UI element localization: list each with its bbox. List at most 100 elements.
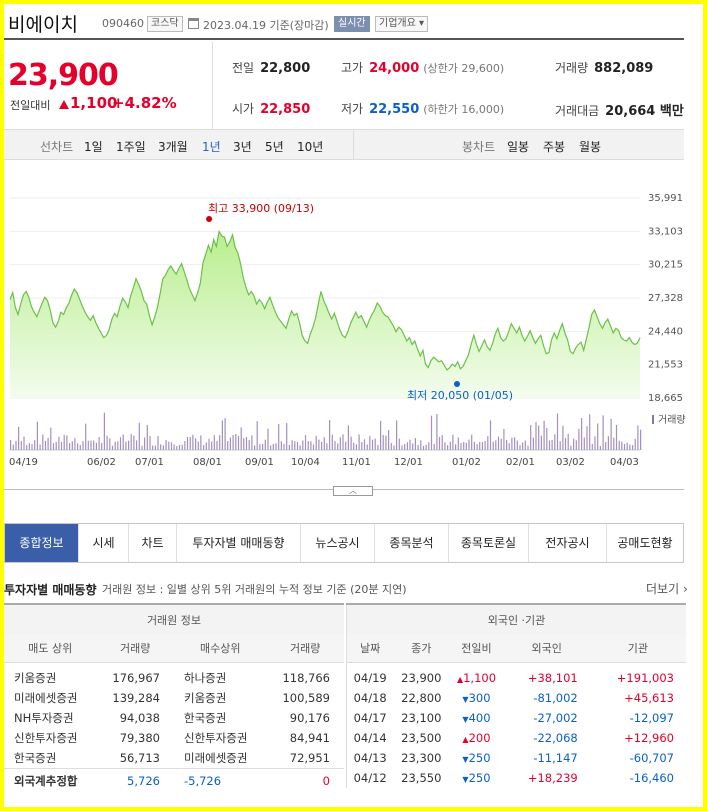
volume-bar xyxy=(449,441,451,450)
range-3y[interactable]: 3년 xyxy=(233,140,252,154)
y-tick-label: 18,665 xyxy=(648,393,683,404)
volume-bar xyxy=(138,422,140,450)
tab-0[interactable]: 종합정보 xyxy=(5,524,79,562)
volume-bar xyxy=(31,444,33,450)
volume-bar xyxy=(388,430,390,450)
range-1d[interactable]: 1일 xyxy=(84,140,103,154)
volume-bar xyxy=(125,441,127,450)
broker-volume: 72,951 xyxy=(289,750,330,765)
broker-table-title: 거래원 정보 xyxy=(4,603,344,634)
volume-bar xyxy=(186,436,189,450)
broker-name[interactable]: 신한투자증권 xyxy=(14,731,78,745)
candle-daily[interactable]: 일봉 xyxy=(507,140,530,154)
volume-bar xyxy=(245,437,248,450)
broker-name[interactable]: 하나증권 xyxy=(183,671,227,685)
volume-bar xyxy=(90,440,92,450)
volume-bar xyxy=(95,442,97,450)
volume-bar xyxy=(548,440,551,450)
volume-bar xyxy=(441,435,443,450)
volume-bar xyxy=(623,444,626,450)
range-1w[interactable]: 1주일 xyxy=(116,140,146,154)
y-tick-label: 30,215 xyxy=(648,260,683,271)
volume-bar xyxy=(178,445,181,450)
tab-3[interactable]: 투자자별 매매동향 xyxy=(177,524,301,562)
volume-bar xyxy=(219,435,221,450)
tab-6[interactable]: 종목토론실 xyxy=(449,524,529,562)
x-tick-label: 10/04 xyxy=(291,457,320,468)
foreign-sum-row: 외국계추정합 5,726 -5,726 0 xyxy=(4,767,344,794)
broker-header: 거래량 xyxy=(96,634,174,663)
broker-volume: 79,380 xyxy=(119,731,160,745)
x-tick-label: 11/01 xyxy=(342,457,371,468)
range-3m[interactable]: 3개월 xyxy=(158,140,188,154)
broker-name[interactable]: 한국증권 xyxy=(14,750,57,765)
volume-bar xyxy=(396,420,398,450)
x-tick-label: 08/01 xyxy=(193,457,222,468)
collapse-chart-button[interactable]: ︿ xyxy=(333,486,373,496)
volume-bar xyxy=(103,412,105,450)
volume-bar xyxy=(12,444,14,450)
broker-row: 미래에셋증권 139,284 키움증권 100,589 xyxy=(4,688,344,708)
volume-bar xyxy=(128,440,130,450)
more-link[interactable]: 더보기 › xyxy=(646,582,688,596)
broker-name[interactable]: 키움증권 xyxy=(183,691,227,705)
volume-bar xyxy=(98,437,100,450)
chevron-right-icon: › xyxy=(682,582,688,596)
volume-bar xyxy=(205,442,207,450)
volume-bar xyxy=(264,439,266,450)
volume-bar xyxy=(160,444,162,450)
tab-8[interactable]: 공매도현황 xyxy=(617,536,673,550)
company-info-button[interactable]: 기업개요 ▾ xyxy=(375,16,429,32)
section-description: 거래원 정보 : 일별 상위 5위 거래원의 누적 정보 기준 (20분 지연) xyxy=(102,583,407,596)
change-percent: +4.82% xyxy=(112,94,177,112)
tab-2[interactable]: 차트 xyxy=(129,524,177,562)
volume-bar xyxy=(452,434,454,450)
up-arrow-icon xyxy=(59,100,69,109)
volume-bar xyxy=(540,435,542,450)
realtime-button[interactable]: 실시간 xyxy=(334,16,370,32)
volume-bar xyxy=(23,436,25,450)
volume-bar xyxy=(262,444,264,450)
price-chart[interactable]: 35,991 33,103 30,215 27,328 24,440 21,553 18,6… xyxy=(0,180,699,470)
volume-bar xyxy=(337,443,339,450)
volume-bar xyxy=(122,434,124,450)
broker-name[interactable]: 한국증권 xyxy=(183,711,227,725)
tab-1[interactable]: 시세 xyxy=(79,524,129,562)
broker-name[interactable]: NH투자증권 xyxy=(14,711,74,725)
foreign-close: 23,100 xyxy=(401,711,442,725)
volume-bar xyxy=(154,445,156,450)
price-line xyxy=(9,229,641,371)
volume-bar xyxy=(18,426,20,450)
volume-bar xyxy=(468,439,470,450)
volume-bar xyxy=(304,435,307,450)
volume-bar xyxy=(489,420,492,450)
range-10y[interactable]: 10년 xyxy=(297,140,324,154)
volume-bar xyxy=(583,437,585,450)
volume-bar xyxy=(157,436,159,450)
volume-bar xyxy=(546,428,548,450)
volume-bar xyxy=(390,443,392,450)
foreign-row: 04/18 22,800 ▼300 -81,002 +45,613 xyxy=(346,688,687,708)
volume-bar xyxy=(342,434,344,450)
broker-name[interactable]: 미래에셋증권 xyxy=(183,750,248,765)
candle-monthly[interactable]: 월봉 xyxy=(579,140,602,154)
broker-name[interactable]: 미래에셋증권 xyxy=(14,691,78,705)
volume-bar xyxy=(605,441,607,450)
range-1y[interactable]: 1년 xyxy=(202,140,221,154)
volume-bar xyxy=(532,437,534,450)
tab-7[interactable]: 전자공시 xyxy=(529,524,607,562)
x-tick-label: 07/01 xyxy=(135,457,164,468)
broker-name[interactable]: 신한투자증권 xyxy=(183,731,248,745)
volume-bar xyxy=(243,438,245,450)
prev-close: 전일 22,800 xyxy=(232,61,311,76)
section-title: 투자자별 매매동향 xyxy=(4,583,97,597)
broker-name[interactable]: 키움증권 xyxy=(14,671,57,685)
range-5y[interactable]: 5년 xyxy=(265,140,284,154)
institution-net-buy: +191,003 xyxy=(616,671,674,685)
tab-4[interactable]: 뉴스공시 xyxy=(301,524,375,562)
volume-bar xyxy=(401,445,403,450)
broker-volume: 90,176 xyxy=(289,711,330,725)
volume-bar xyxy=(380,420,382,450)
candle-weekly[interactable]: 주봉 xyxy=(543,140,566,154)
tab-5[interactable]: 종목분석 xyxy=(375,524,449,562)
